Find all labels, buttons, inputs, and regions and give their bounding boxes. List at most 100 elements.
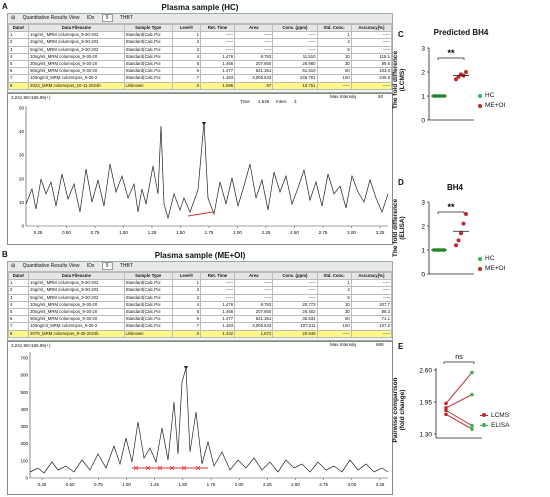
panel-a-table-cell: 245.8 — [350, 74, 393, 83]
panel-a-table-cell: Standard(Calc.Poi — [123, 31, 173, 40]
panel-b-table-cell: 7 — [171, 322, 201, 331]
panel-b-table-row[interactable]: 6 50ng/ml_MRM columnpos_9-30-20 Standard(C… — [7, 315, 393, 324]
panel-a-col-header[interactable]: Level# — [171, 23, 201, 33]
panel-b-table-cell: ----- — [199, 279, 236, 288]
panel-a-col-header[interactable]: Std. Conc. — [316, 23, 352, 33]
panel-b-y-tick: 200 — [20, 441, 28, 446]
panel-a-col-header[interactable]: Data Filename — [28, 23, 125, 33]
panel-b-letter: B — [2, 250, 8, 259]
panel-b-y-tick: 0 — [25, 476, 28, 481]
panel-a-table-row[interactable]: 3 5ng/ml_ MRM columnpos_9-30-202 Standard(… — [7, 45, 393, 54]
panel-b-table-cell: ----- — [272, 293, 318, 302]
panel-b-col-header[interactable]: Data# — [7, 271, 30, 281]
panel-b-table-row[interactable]: 5 30ng/ml_MRM columnpos_9-30-20 Standard(C… — [7, 308, 393, 317]
panel_d-y-tick: 0 — [421, 272, 425, 279]
panel-a-x-tick: 2.50 — [290, 230, 299, 235]
panel-a-table-row[interactable]: 5 30ng/ml_MRM columnpos_9-30-20 Standard(C… — [7, 60, 393, 69]
panel-a-col-header[interactable]: Area — [234, 23, 274, 33]
panel-e-plot: 2.60 1.95 1.30 ns — [419, 354, 482, 439]
panel-a-table-cell: 9.793 — [234, 52, 274, 62]
panel-b-table-cell: Standard(Calc.Poi — [123, 286, 173, 295]
panel-d-legend-meoi: ME+OI — [478, 265, 505, 272]
panel-c-legend-meoi: ME+OI — [478, 102, 505, 109]
panel-a-table-row[interactable]: 6 50ng/ml_MRM columnpos_9-30-20 Standard(C… — [7, 67, 393, 76]
panel-b-table-row[interactable]: 3 5ng/ml_ MRM columnpos_9-30-202 Standard(… — [7, 293, 393, 302]
panel-e-point-lcms — [444, 406, 448, 410]
panel-b-x-tick: 3.00 — [347, 482, 356, 487]
panel-b-table-cell: 3 — [171, 293, 201, 302]
panel-a-table-row[interactable]: 7 100ng/ml_MRM columnpos_9-30-2 Standard(C… — [7, 74, 393, 83]
panel-a-table-cell: 7 — [7, 74, 30, 83]
panel-a-idx-value[interactable]: 5 — [101, 14, 113, 22]
panel-b-col-header[interactable]: Accuracy[%] — [350, 271, 393, 281]
panel-a-x-tick: 2.00 — [233, 230, 242, 235]
panel-a-table-cell: 1.596 — [199, 81, 236, 90]
panel-b-table-cell: ----- — [350, 286, 393, 295]
panel-b-integration-mark — [133, 465, 139, 471]
panel-b-x-tick: 2.50 — [291, 482, 300, 487]
panel-b-table-row[interactable]: 7 100ng/ml_MRM columnpos_9-30-2 Standard(C… — [7, 322, 393, 331]
panel-b-x-tick: 0.50 — [66, 482, 75, 487]
panel-a-table-cell: 5 — [316, 45, 352, 54]
panel-b-integration-mark — [169, 465, 175, 471]
panel-a-table-cell: ----- — [350, 31, 393, 40]
panel-a-plot-transition: 2,241.90>166.95(+) — [11, 95, 51, 100]
panel-a-table-cell: 10ng/ml_MRM columnpos_9-30-20 — [28, 52, 125, 62]
panel-b-table-cell: 6 — [171, 315, 201, 324]
panel-a-col-header[interactable]: Accuracy[%] — [350, 23, 393, 33]
panel-e-legend-lcms: LCMS — [480, 412, 509, 419]
panel-b-chromatogram-svg: 700 600 500 400 300 200 100 0 0.25 0.50 0.75 1.00 1.… — [20, 352, 389, 487]
panel-b-table-cell: Standard(Calc.Poi — [123, 308, 173, 317]
panel-a-table-row[interactable]: 4 10ng/ml_MRM columnpos_9-30-20 Standard(C… — [7, 52, 393, 62]
panel-a-col-header[interactable]: Sample Type — [123, 23, 173, 33]
panel-a-y-tick: 40 — [19, 129, 25, 134]
panel-a-col-header[interactable]: Conc. (ppm) — [272, 23, 318, 33]
panel-a-table-cell: 6 — [7, 67, 30, 76]
panel-b-col-header[interactable]: Level# — [171, 271, 201, 281]
panel-b-col-header[interactable]: Conc. (ppm) — [272, 271, 318, 281]
panel-a-x-tick: 0.50 — [62, 230, 71, 235]
panel-d-legend-hc: HC — [478, 255, 505, 262]
panel_d-point-meoi — [456, 238, 461, 243]
panel_c-point-meoi — [454, 77, 458, 82]
panel-b-x-tick: 3.25 — [376, 482, 385, 487]
panel-d-ylabel: The fold difference (ELISA) — [392, 188, 406, 268]
panel-b-table-row[interactable]: 2 2ng/ml_ MRM columnpos_9-30-202 Standard(… — [7, 286, 393, 295]
panel-a-col-header[interactable]: Ret. Time — [199, 23, 236, 33]
panel-b-col-header[interactable]: Area — [234, 271, 274, 281]
panel-a-table-cell: 5 — [7, 60, 30, 69]
panel-b-table-cell: 50 — [316, 315, 352, 324]
panel-b-col-header[interactable]: Sample Type — [123, 271, 173, 281]
panel-b-plot-transition: 2,241.90>166.95(+) — [11, 343, 51, 348]
panel-a-plot-inten-label: Inten. — [276, 99, 288, 104]
panel-d-title: BH4 — [446, 183, 463, 192]
panel-a-table-cell: 1.456 — [199, 60, 236, 69]
panel-b-idx-label: IDx — [86, 263, 95, 269]
panel-a-table-row[interactable]: 8 2023_MRM columnpos_10-11-2024b Unknown 0 1… — [7, 81, 393, 90]
panel-a-col-header[interactable]: Data# — [7, 23, 30, 33]
panel_d-point-meoi — [454, 243, 458, 248]
panel-a-results-table: Data# Data Filename Sample Type Level# Ret. … — [7, 23, 393, 90]
panel-b-table-cell: ----- — [199, 293, 236, 302]
panel-b-table-row[interactable]: 8 2079_MRM columnpos_9-30-2024b Unknown 0 1.… — [7, 329, 393, 338]
panel-b-idx-value[interactable]: 5 — [101, 262, 113, 270]
panel-a-table-row[interactable]: 2 2ng/ml_ MRM columnpos_9-30-202 Standard(… — [7, 38, 393, 47]
panel-a-plot-inten-value: 3 — [294, 99, 297, 104]
panel-b-table-cell: 71.1 — [350, 315, 393, 324]
panel-b-table-cell: 5 — [171, 308, 201, 317]
panel-c-legend-hc-label: HC — [485, 92, 495, 99]
panel-e-y-tick: 2.60 — [419, 368, 432, 375]
panel-a-x-tick: 1.50 — [176, 230, 185, 235]
panel-b-compound[interactable]: THBT — [119, 263, 133, 269]
panel-a-y-tick: 10 — [19, 200, 25, 205]
panel-b-col-header[interactable]: Std. Conc. — [316, 271, 352, 281]
panel-b-col-header[interactable]: Ret. Time — [199, 271, 236, 281]
panel-b-table-row[interactable]: 4 10ng/ml_MRM columnpos_9-30-20 Standard(C… — [7, 300, 393, 310]
panel-a-table-row[interactable]: 1 1ng/ml_ MRM columnpos_9-30-202 Standard(… — [7, 31, 393, 40]
panel-b-table-row[interactable]: 1 1ng/ml_ MRM columnpos_9-30-202 Standard(… — [7, 279, 393, 288]
panel-b-table-cell: 1,872 — [234, 329, 274, 338]
panel-b-col-header[interactable]: Data Filename — [28, 271, 125, 281]
panel-a-compound[interactable]: THBT — [119, 15, 133, 21]
panel-a-letter: A — [2, 2, 8, 11]
legend-dot-icon — [478, 266, 482, 271]
